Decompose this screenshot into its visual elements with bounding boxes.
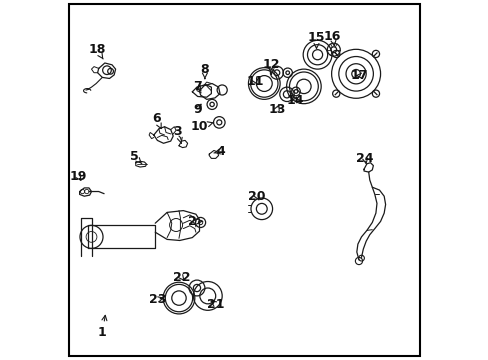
Text: 18: 18 — [88, 43, 105, 59]
Text: 20: 20 — [248, 190, 265, 203]
Text: 17: 17 — [350, 69, 367, 82]
Text: 23: 23 — [148, 293, 166, 306]
Text: 5: 5 — [130, 150, 142, 164]
Text: 6: 6 — [152, 112, 161, 129]
Text: 1: 1 — [98, 315, 107, 339]
Text: 4: 4 — [214, 145, 225, 158]
Text: 10: 10 — [190, 120, 213, 133]
Text: 11: 11 — [246, 75, 264, 87]
Text: 2: 2 — [187, 215, 202, 228]
Text: 22: 22 — [172, 271, 190, 284]
Text: 13: 13 — [267, 103, 285, 116]
Text: 21: 21 — [206, 298, 224, 311]
Text: 7: 7 — [193, 80, 202, 93]
Text: 9: 9 — [193, 103, 202, 116]
Text: 24: 24 — [356, 152, 373, 165]
Text: 8: 8 — [200, 63, 209, 78]
Text: 3: 3 — [173, 125, 182, 143]
Text: 19: 19 — [69, 170, 87, 183]
Text: 12: 12 — [262, 58, 280, 74]
Text: 14: 14 — [285, 94, 303, 107]
Text: 16: 16 — [324, 30, 341, 46]
Text: 15: 15 — [307, 31, 325, 49]
